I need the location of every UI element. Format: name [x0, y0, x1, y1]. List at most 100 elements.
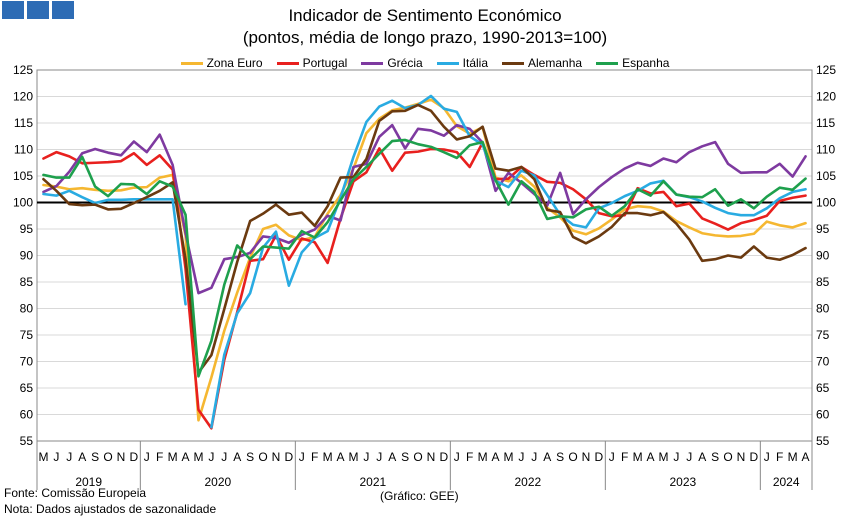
series-line-zona-euro [42, 98, 807, 422]
x-tick-label-month: N [272, 450, 281, 464]
chart-title: Indicador de Sentimento Económico [288, 6, 562, 25]
x-tick-label-month: M [168, 450, 178, 464]
legend-swatch [276, 61, 299, 65]
y-tick-label-right: 65 [816, 381, 830, 395]
y-tick-label-right: 80 [816, 302, 830, 316]
x-tick-label-month: J [299, 450, 305, 464]
legend-item: Itália [436, 56, 489, 70]
legend-label: Portugal [302, 56, 348, 70]
y-tick-label-left: 95 [20, 222, 34, 236]
y-tick-label-right: 95 [816, 222, 830, 236]
x-tick-label-month: M [788, 450, 798, 464]
legend-label: Alemanha [528, 56, 583, 70]
x-tick-label-year: 2022 [514, 475, 541, 489]
x-tick-label-month: F [621, 450, 628, 464]
y-tick-label-left: 125 [13, 63, 33, 77]
series-line-gr-cia [42, 123, 807, 295]
y-tick-label-left: 115 [14, 116, 33, 130]
x-tick-label-year: 2021 [359, 475, 386, 489]
x-tick-label-month: N [427, 450, 436, 464]
legend-item: Zona Euro [180, 56, 263, 70]
x-tick-label-month: J [66, 450, 72, 464]
y-tick-label-left: 65 [20, 381, 34, 395]
y-tick-label-left: 90 [20, 249, 34, 263]
x-tick-label-month: N [737, 450, 746, 464]
x-tick-label-month: J [376, 450, 382, 464]
x-tick-label-month: A [337, 450, 345, 464]
y-tick-label-left: 80 [20, 302, 34, 316]
x-tick-label-month: J [686, 450, 692, 464]
x-tick-label-month: O [568, 450, 577, 464]
plot-frame [36, 69, 813, 442]
series-line-portugal [42, 141, 807, 430]
x-tick-label-month: M [478, 450, 488, 464]
x-tick-label-month: D [130, 450, 139, 464]
x-tick-label-month: O [723, 450, 732, 464]
y-tick-label-left: 110 [14, 143, 33, 157]
legend-swatch [596, 61, 619, 65]
x-tick-label-month: A [233, 450, 241, 464]
x-tick-label-month: S [556, 450, 564, 464]
x-tick-label-month: A [388, 450, 396, 464]
y-tick-label-left: 85 [20, 275, 34, 289]
x-tick-label-month: F [156, 450, 163, 464]
logo-block-2 [27, 1, 49, 19]
y-tick-label-right: 105 [816, 169, 836, 183]
y-tick-label-left: 55 [20, 434, 34, 448]
y-tick-label-right: 55 [816, 434, 830, 448]
x-tick-label-month: M [348, 450, 358, 464]
x-tick-label-month: M [323, 450, 333, 464]
x-tick-label-month: M [193, 450, 203, 464]
y-tick-label-right: 90 [816, 249, 830, 263]
x-tick-label-month: J [144, 450, 150, 464]
series-line-espanha [42, 138, 807, 378]
x-tick-label-month: O [258, 450, 267, 464]
x-tick-label-month: A [182, 450, 190, 464]
x-tick-label-month: A [802, 450, 810, 464]
x-tick-label-month: J [208, 450, 214, 464]
y-tick-label-left: 70 [20, 355, 34, 369]
legend-item: Alemanha [502, 56, 582, 70]
y-tick-label-right: 115 [816, 116, 835, 130]
logo-block-1 [2, 1, 24, 19]
legend-item: Espanha [596, 56, 669, 70]
x-tick-label-month: F [776, 450, 783, 464]
y-tick-label-right: 125 [816, 63, 836, 77]
x-tick-label-month: S [91, 450, 99, 464]
x-tick-label-year: 2019 [75, 475, 102, 489]
x-tick-label-month: M [503, 450, 513, 464]
x-tick-label-month: M [633, 450, 643, 464]
legend-label: Itália [462, 56, 489, 70]
x-tick-label-month: O [413, 450, 422, 464]
x-tick-label-month: J [53, 450, 59, 464]
x-tick-label-month: S [401, 450, 409, 464]
x-tick-label-month: S [711, 450, 719, 464]
x-tick-label-month: O [103, 450, 112, 464]
chart-credit: (Gráfico: GEE) [380, 489, 459, 503]
chart-subtitle: (pontos, média de longo prazo, 1990-2013… [242, 28, 608, 47]
x-tick-label-month: A [78, 450, 86, 464]
x-tick-label-month: J [764, 450, 770, 464]
x-tick-label-month: J [221, 450, 227, 464]
y-tick-label-right: 70 [816, 355, 830, 369]
x-tick-label-month: M [658, 450, 668, 464]
x-tick-label-month: A [647, 450, 655, 464]
y-tick-label-right: 100 [816, 196, 836, 210]
y-tick-label-right: 85 [816, 275, 830, 289]
logo-block-3 [52, 1, 74, 19]
x-tick-label-month: J [673, 450, 679, 464]
legend-swatch [180, 61, 203, 65]
x-tick-label-month: J [454, 450, 460, 464]
x-tick-label-month: A [543, 450, 551, 464]
legend-item: Portugal [276, 56, 348, 70]
y-tick-label-right: 110 [816, 143, 835, 157]
x-tick-label-month: D [440, 450, 449, 464]
x-tick-label-month: J [518, 450, 524, 464]
x-tick-label-month: N [582, 450, 591, 464]
adjustment-note: Nota: Dados ajustados de sazonalidade [4, 502, 217, 516]
x-tick-label-month: D [595, 450, 604, 464]
chart-legend: Zona Euro Portugal Grécia Itália Alemanha Esp… [0, 56, 850, 70]
y-tick-label-right: 75 [816, 328, 830, 342]
legend-label: Zona Euro [206, 56, 263, 70]
